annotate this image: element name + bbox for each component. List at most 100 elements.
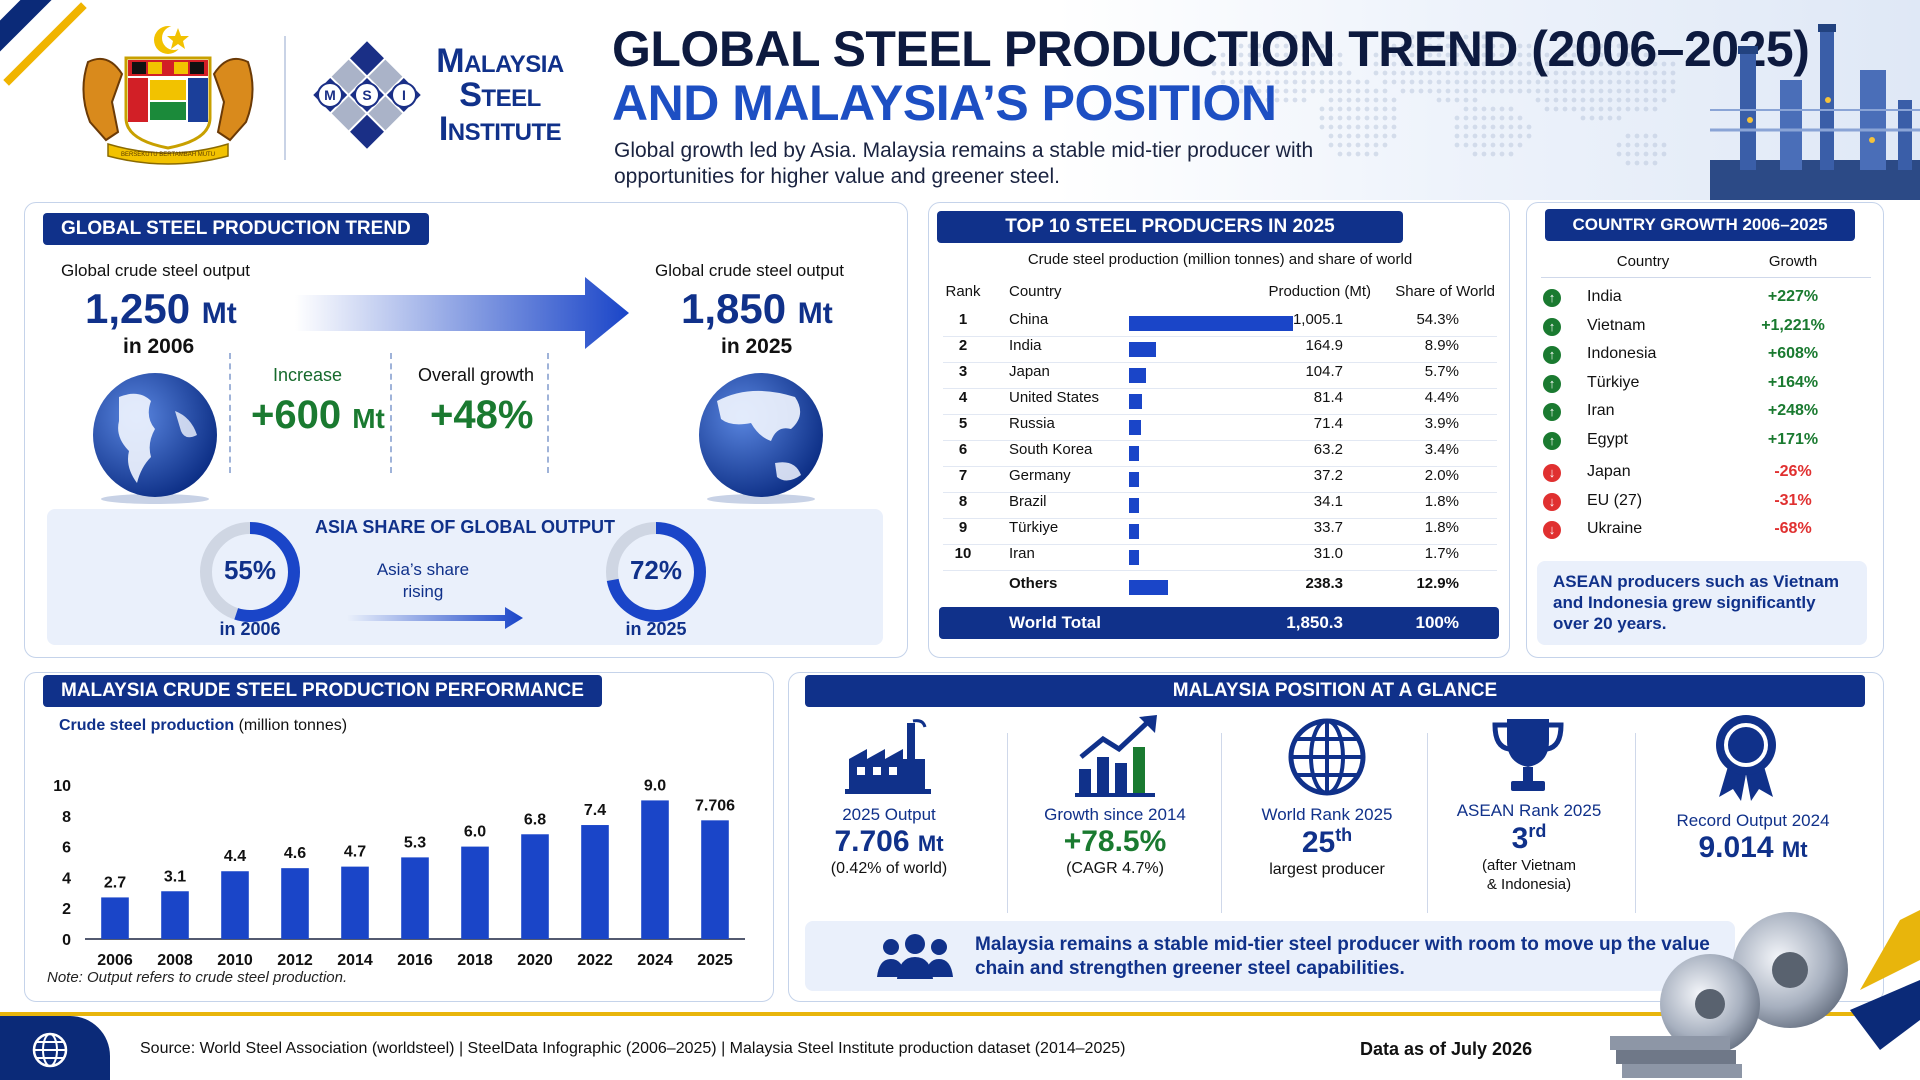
list-item: ↓ EU (27) -31% [1541, 489, 1871, 517]
row-rank: 3 [958, 363, 968, 380]
malaysia-chart-subtitle-unit: (million tonnes) [234, 717, 348, 734]
world-total-label: World Total [1009, 613, 1101, 632]
glance-output-label: 2025 Output [842, 805, 936, 824]
row-country: Russia [1009, 415, 1055, 432]
row-share: 12.9% [1416, 575, 1459, 592]
overall-growth-value: +48% [430, 393, 534, 437]
x-tick-label: 2018 [457, 952, 493, 969]
increase-value: +600 Mt [251, 393, 385, 438]
row-country: Iran [1009, 545, 1035, 562]
row-production: 81.4 [1313, 389, 1343, 406]
bar-value-label: 3.1 [164, 868, 186, 885]
malaysia-bar-chart: 0 2 4 6 8 10 2.7 2006 3.1 2008 4.4 2010 4.6 2012 4.7 20… [53, 777, 745, 969]
malaysia-glance-panel: MALAYSIA POSITION AT A GLANCE 2025 Outpu… [788, 672, 1884, 1002]
output-2006-value: 1,250 Mt [85, 285, 237, 333]
bar-value-label: 6.8 [524, 811, 546, 828]
bar-2010 [221, 871, 249, 939]
overall-growth-label: Overall growth [418, 365, 535, 385]
production-bar [1129, 524, 1139, 539]
table-row: 1 China 1,005.1 54.3% [943, 311, 1497, 336]
arrow-up-icon: ↑ [1543, 289, 1561, 307]
svg-text:I: I [402, 87, 406, 103]
row-production: 37.2 [1313, 467, 1343, 484]
arrow-up-icon: ↑ [1543, 431, 1561, 450]
row-divider [943, 414, 1497, 415]
asia-share-title: ASIA SHARE OF GLOBAL OUTPUT [314, 517, 615, 537]
row-country: United States [1009, 389, 1100, 406]
bar-value-label: 4.7 [344, 844, 366, 861]
org-name-line3: Institute [438, 110, 562, 148]
row-share: 8.9% [1424, 337, 1459, 354]
glance-output-sub: (0.42% of world) [830, 860, 948, 877]
row-rank: 6 [958, 441, 968, 458]
row-rank: 8 [958, 493, 968, 510]
footer-badge [0, 1016, 110, 1080]
row-rank: 2 [958, 337, 968, 354]
world-map-dots [1211, 34, 1676, 166]
bar-2024 [641, 800, 669, 939]
list-item: ↓ Japan -26% [1541, 460, 1871, 488]
page-title-line1: GLOBAL STEEL PRODUCTION TREND (2006–2025… [612, 21, 1810, 77]
growth-country: Ukraine [1587, 520, 1643, 537]
world-total-share: 100% [1415, 613, 1459, 632]
growth-value: -68% [1774, 520, 1812, 537]
glance-world-rank-label: World Rank 2025 [1261, 805, 1393, 824]
glance-record-unit: Mt [1781, 837, 1808, 862]
row-production: 238.3 [1305, 575, 1343, 592]
bar-2012 [281, 868, 309, 939]
world-total-production: 1,850.3 [1286, 613, 1343, 632]
production-bar [1129, 580, 1168, 595]
output-2025-unit: Mt [797, 297, 833, 330]
world-total-row: World Total 1,850.3 100% [939, 607, 1499, 639]
glance-divider [1007, 733, 1008, 913]
growth-value: +608% [1767, 345, 1819, 362]
row-production: 63.2 [1313, 441, 1343, 458]
arrow-up-icon: ↑ [1543, 374, 1561, 393]
country-growth-tag: COUNTRY GROWTH 2006–2025 [1545, 209, 1855, 241]
growth-country: Indonesia [1587, 345, 1657, 362]
production-bar [1129, 550, 1139, 565]
asia-share-2025-arc [606, 522, 706, 622]
production-bar [1129, 472, 1139, 487]
glance-asean-rank-number: 3 [1511, 822, 1529, 855]
list-item: ↑ Iran +248% [1541, 399, 1871, 427]
production-bar [1129, 498, 1139, 513]
row-rank: 5 [958, 415, 968, 432]
glance-record-value: 9.014 Mt [1641, 831, 1865, 865]
growth-country: India [1587, 288, 1622, 305]
row-divider [943, 388, 1497, 389]
factory-icon [845, 719, 931, 794]
country-growth-panel: COUNTRY GROWTH 2006–2025 Country Growth … [1526, 202, 1884, 658]
malaysia-chart-note: Note: Output refers to crude steel produ… [47, 969, 348, 986]
row-share: 2.0% [1424, 467, 1459, 484]
x-tick-label: 2010 [217, 952, 253, 969]
growth-value: +171% [1767, 430, 1819, 448]
row-divider [943, 440, 1497, 441]
list-item: ↑ India +227% [1541, 285, 1871, 313]
row-rank: 1 [958, 311, 968, 328]
row-divider [943, 492, 1497, 493]
bar-2020 [521, 834, 549, 939]
globe-icon [1288, 718, 1366, 796]
glance-divider [1635, 733, 1636, 913]
row-divider [943, 336, 1497, 337]
x-tick-label: 2012 [277, 952, 313, 969]
row-production: 31.0 [1313, 545, 1343, 562]
glance-asean-rank-sub-line2: & Indonesia) [1486, 876, 1572, 893]
org-name-line2: Steel [459, 76, 541, 114]
malaysia-production-panel: MALAYSIA CRUDE STEEL PRODUCTION PERFORMA… [24, 672, 774, 1002]
glance-output-value: 7.706 Mt [809, 825, 969, 859]
top10-panel: TOP 10 STEEL PRODUCERS IN 2025 Crude ste… [928, 202, 1510, 658]
growth-country: Türkiye [1587, 373, 1640, 391]
divider-dash [390, 353, 392, 473]
y-tick-label: 10 [53, 778, 71, 795]
row-production: 104.7 [1305, 363, 1343, 380]
globe-asia-icon [699, 373, 823, 504]
list-item: ↑ Egypt +171% [1541, 428, 1871, 456]
glance-world-rank-value: 25th [1229, 825, 1425, 860]
glance-world-rank: World Rank 2025 25th largest producer [1229, 805, 1425, 880]
row-share: 3.4% [1424, 441, 1459, 458]
row-divider [943, 518, 1497, 519]
footer-data-date: Data as of July 2026 [1360, 1039, 1533, 1059]
y-tick-label: 4 [62, 870, 71, 887]
